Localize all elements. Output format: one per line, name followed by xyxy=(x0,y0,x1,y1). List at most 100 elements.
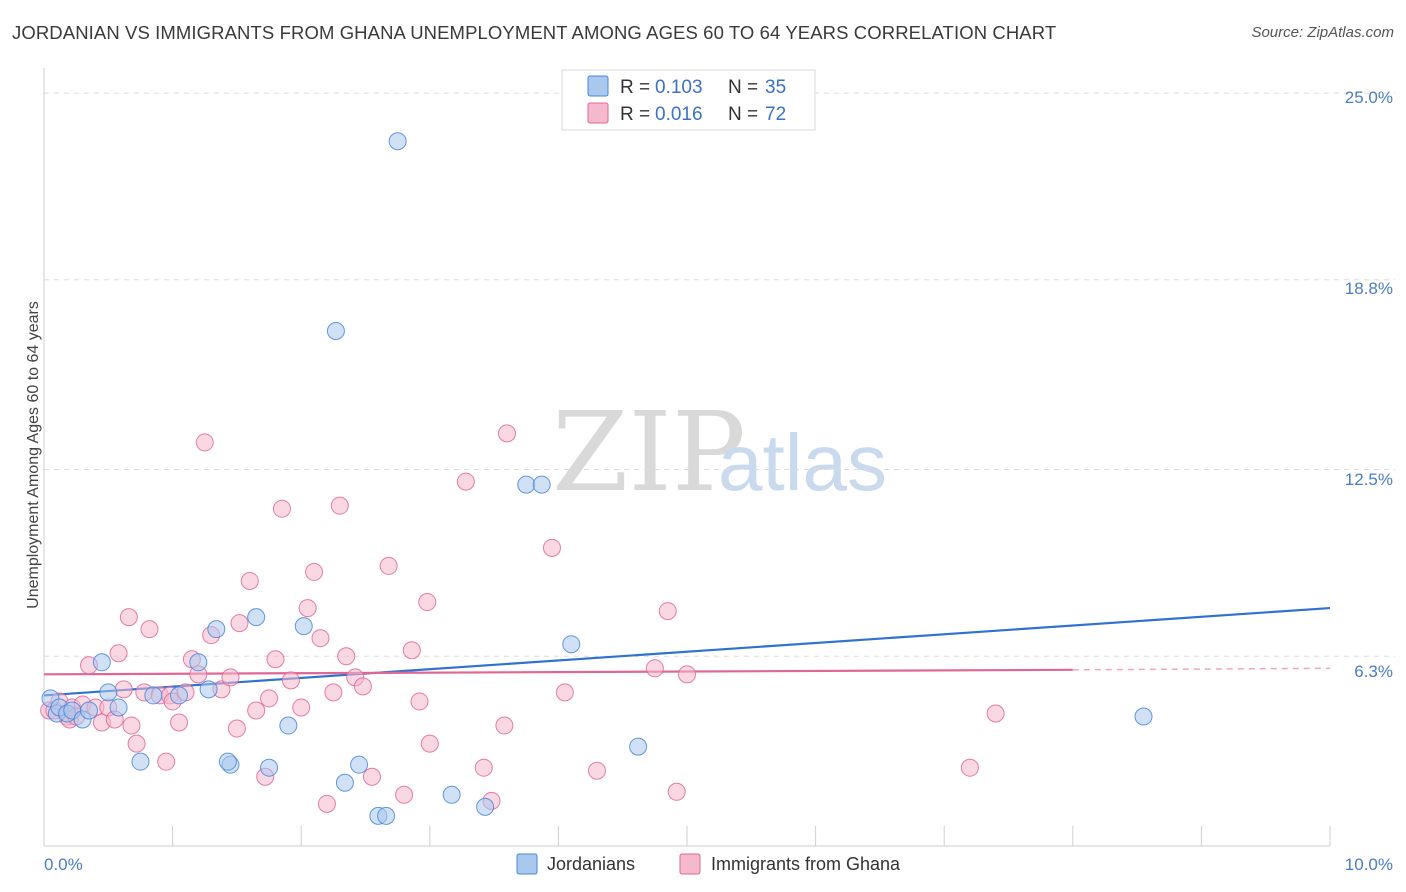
ghana-point-50 xyxy=(410,692,429,711)
y-tick-label-12.5: 12.5% xyxy=(1345,470,1393,489)
legend-n-label-1: N = xyxy=(728,77,758,98)
jordanian-point-21 xyxy=(326,321,345,340)
ghana-point-64 xyxy=(678,665,696,684)
jordanian-point-11 xyxy=(144,686,163,705)
ghana-point-48 xyxy=(395,785,414,804)
ghana-point-13 xyxy=(122,716,141,735)
ghana-point-53 xyxy=(456,472,475,491)
jordanian-point-8 xyxy=(99,683,118,702)
y-tick-label-18.8: 18.8% xyxy=(1345,279,1393,298)
x-tick-label-max: 10.0% xyxy=(1345,855,1393,874)
ghana-point-16 xyxy=(140,620,159,639)
ghana-point-41 xyxy=(324,683,343,702)
jordanian-point-13 xyxy=(189,653,208,672)
legend-n-value-2: 72 xyxy=(765,104,786,125)
bottom-legend-swatch-jordanians[interactable] xyxy=(516,853,538,875)
ghana-point-46 xyxy=(362,767,381,786)
legend-r-label-2: R = xyxy=(620,104,650,125)
ghana-point-26 xyxy=(221,668,240,687)
legend-r-value-2: 0.016 xyxy=(655,104,703,125)
jordanian-point-19 xyxy=(279,716,298,735)
bottom-legend-label-jordanians[interactable]: Jordanians xyxy=(547,854,635,874)
ghana-point-36 xyxy=(292,698,311,717)
bottom-legend-swatch-ghana[interactable] xyxy=(679,853,701,875)
jordanian-point-22 xyxy=(335,773,354,792)
jordanian-point-14 xyxy=(199,680,218,699)
bottom-legend-label-ghana[interactable]: Immigrants from Ghana xyxy=(711,854,901,874)
trend-line-jordanians xyxy=(43,606,1331,697)
ghana-point-52 xyxy=(420,734,439,753)
ghana-point-28 xyxy=(230,614,249,633)
ghana-point-45 xyxy=(353,677,372,696)
ghana-point-51 xyxy=(418,593,437,612)
ghana-point-56 xyxy=(495,716,514,735)
y-axis-title: Unemployment Among Ages 60 to 64 years xyxy=(25,301,42,609)
grid xyxy=(44,92,1395,657)
watermark-zip: ZIP xyxy=(552,388,746,516)
ghana-point-35 xyxy=(281,671,300,690)
ghana-point-14 xyxy=(127,734,146,753)
ghana-point-57 xyxy=(497,424,516,443)
ghana-point-40 xyxy=(317,794,336,813)
y-tick-label-25.0: 25.0% xyxy=(1345,88,1393,107)
legend-r-value-1: 0.103 xyxy=(655,77,703,98)
legend-r-label-1: R = xyxy=(620,77,650,98)
ghana-point-12 xyxy=(114,680,133,699)
ghana-point-42 xyxy=(330,496,349,515)
ghana-point-43 xyxy=(337,647,356,666)
ghana-point-49 xyxy=(402,641,421,660)
ghana-point-33 xyxy=(266,650,285,669)
legend: R = 0.103 N = 35 R = 0.016 N = 72 xyxy=(561,69,816,131)
jordanian-point-9 xyxy=(109,698,128,717)
x-tick-label-min: 0.0% xyxy=(44,855,83,874)
ghana-point-37 xyxy=(298,599,317,618)
ghana-point-66 xyxy=(960,758,979,777)
jordanian-point-23 xyxy=(350,755,369,774)
ghana-point-23 xyxy=(195,433,214,452)
ghana-point-30 xyxy=(247,701,266,720)
trend-line-ghana xyxy=(43,668,1073,676)
jordanian-point-17 xyxy=(247,608,266,627)
jordanian-point-7 xyxy=(92,653,111,672)
ghana-point-32 xyxy=(260,689,279,708)
jordanian-point-29 xyxy=(517,475,536,494)
legend-n-label-2: N = xyxy=(728,104,758,125)
jordanian-point-31 xyxy=(562,635,581,654)
ghana-point-29 xyxy=(240,571,259,590)
jordanian-point-27 xyxy=(442,785,461,804)
jordanian-point-30 xyxy=(532,475,551,494)
jordanian-point-20 xyxy=(294,617,313,636)
ghana-point-27 xyxy=(227,719,246,738)
legend-n-value-1: 35 xyxy=(765,77,786,98)
jordanian-point-26 xyxy=(388,132,407,151)
ghana-point-62 xyxy=(658,602,677,621)
watermark-atlas: atlas xyxy=(718,418,887,507)
jordanian-point-6 xyxy=(80,701,99,720)
ghana-point-18 xyxy=(157,752,176,771)
y-tick-label-6.3: 6.3% xyxy=(1354,662,1393,681)
bottom-legend: Jordanians Immigrants from Ghana xyxy=(516,853,901,875)
chart-title: JORDANIAN VS IMMIGRANTS FROM GHANA UNEMP… xyxy=(12,22,1057,43)
ghana-point-54 xyxy=(474,758,493,777)
ghana-point-61 xyxy=(645,659,664,678)
jordanian-point-32 xyxy=(629,737,648,756)
ghana-point-11 xyxy=(109,644,128,663)
ghana-point-39 xyxy=(311,629,330,648)
jordanian-point-34 xyxy=(218,752,237,771)
jordanian-point-33 xyxy=(1134,707,1153,726)
ghana-point-38 xyxy=(305,562,324,581)
jordanian-point-15 xyxy=(207,620,226,639)
jordanian-point-28 xyxy=(476,797,495,816)
ghana-point-65 xyxy=(986,704,1005,723)
jordanian-point-18 xyxy=(260,758,279,777)
ghana-point-63 xyxy=(667,782,686,801)
ghana-point-67 xyxy=(119,608,138,627)
ghana-point-20 xyxy=(170,713,189,732)
ghana-point-60 xyxy=(587,761,606,780)
jordanian-point-25 xyxy=(377,806,396,825)
data-points xyxy=(40,132,1153,825)
ghana-point-34 xyxy=(272,499,291,518)
legend-swatch-jordanians xyxy=(587,75,609,97)
ghana-point-59 xyxy=(555,683,574,702)
